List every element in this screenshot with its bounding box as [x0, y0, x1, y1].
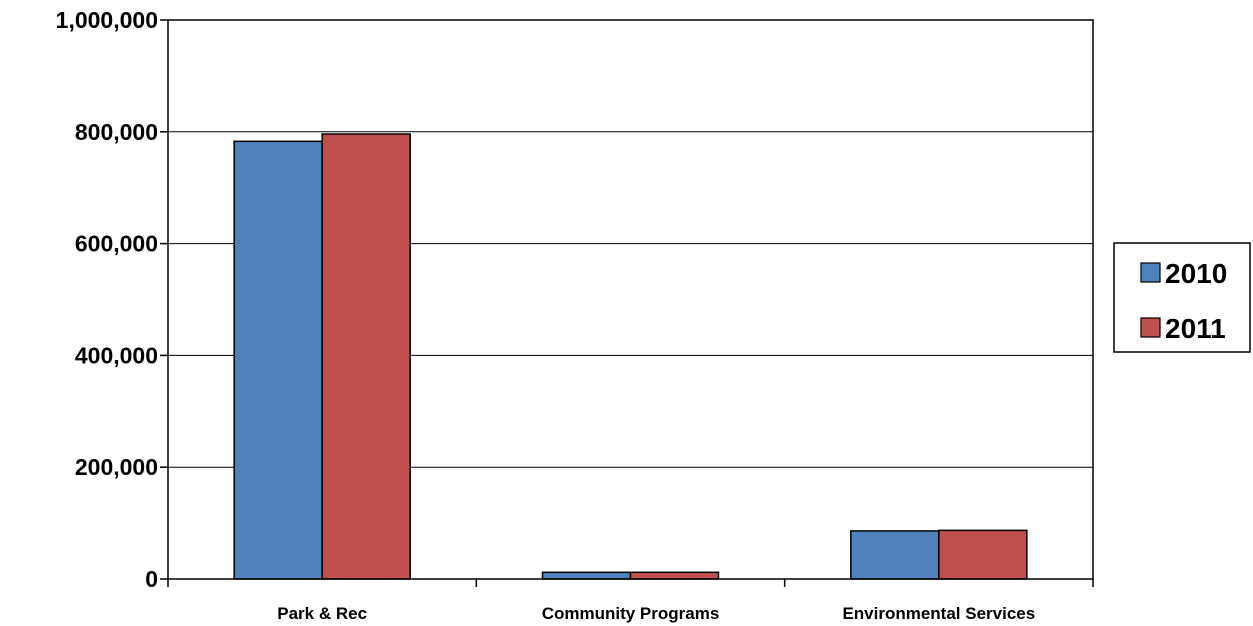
axis-ticks	[160, 19, 1094, 587]
bar-2011-park-rec	[321, 133, 411, 580]
bar-2011-environmental-services	[938, 529, 1028, 580]
x-category-label: Park & Rec	[277, 604, 367, 623]
bar-2010-park-rec	[233, 140, 323, 580]
y-tick-label: 0	[145, 566, 158, 592]
legend-box	[1113, 242, 1251, 353]
y-tick-label: 1,000,000	[56, 7, 158, 33]
legend-label-2010: 2010	[1165, 258, 1227, 289]
y-tick-label: 400,000	[75, 342, 158, 368]
plot-area-frame	[167, 19, 1094, 580]
bar-2010-community-programs	[541, 571, 632, 580]
x-category-label: Community Programs	[542, 604, 720, 623]
bar-2010-environmental-services	[850, 530, 940, 580]
legend-swatch-2010	[1140, 262, 1161, 283]
y-tick-label: 200,000	[75, 454, 158, 480]
y-tick-label: 800,000	[75, 119, 158, 145]
legend: 2010 2011	[1113, 242, 1251, 353]
y-axis-tick-labels: 0 200,000 400,000 600,000 800,000 1,000,000	[56, 7, 158, 592]
legend-swatch-2011	[1140, 317, 1161, 338]
bar-2011-community-programs	[629, 571, 720, 580]
x-axis-category-labels: Park & Rec Community Programs Environmenta…	[277, 604, 1035, 623]
x-category-label: Environmental Services	[842, 604, 1035, 623]
y-tick-label: 600,000	[75, 231, 158, 257]
bars	[233, 133, 1028, 580]
legend-label-2011: 2011	[1165, 313, 1226, 344]
